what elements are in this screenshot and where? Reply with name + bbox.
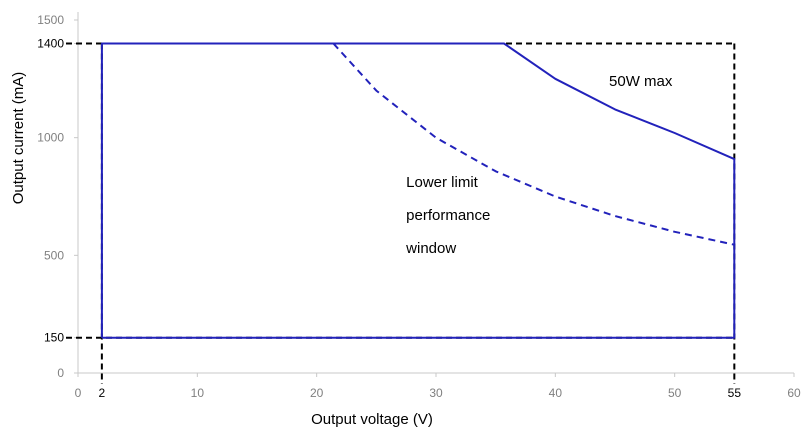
- x-tick-label-55: 55: [728, 386, 742, 400]
- annotation-lower-line-3: window: [405, 240, 456, 257]
- x-tick-label-30: 30: [429, 386, 443, 400]
- y-tick-label-500: 500: [44, 248, 64, 262]
- x-tick-label-60: 60: [787, 386, 801, 400]
- tick-labels: 0 2 10 20 30 40 50 55 60 0 150 500 1000 1400 1500: [37, 13, 801, 400]
- y-tick-label-1400: 1400: [37, 37, 64, 51]
- annotation-lower-line-2: performance: [406, 207, 490, 224]
- x-tick-label-0: 0: [75, 386, 82, 400]
- x-tick-label-2: 2: [99, 386, 106, 400]
- reference-lines: [66, 42, 736, 384]
- annotation-max-line-1: 50W max: [609, 73, 673, 90]
- annotation-lower-line-1: Lower limit: [406, 174, 479, 191]
- x-tick-label-50: 50: [668, 386, 682, 400]
- y-tick-label-0: 0: [57, 366, 64, 380]
- series-group: [100, 42, 736, 339]
- x-tick-label-40: 40: [549, 386, 563, 400]
- series-lower-limit-curve: [332, 42, 735, 246]
- y-tick-label-150: 150: [44, 331, 64, 345]
- annotations: 50W max Lower limit performance window: [405, 73, 673, 257]
- y-axis-title: Output current (mA): [10, 72, 27, 205]
- tick-marks: [74, 19, 795, 377]
- y-tick-label-1500: 1500: [37, 13, 64, 27]
- x-tick-label-20: 20: [310, 386, 324, 400]
- axes: [77, 12, 794, 374]
- x-tick-label-10: 10: [191, 386, 205, 400]
- y-tick-label-1000: 1000: [37, 131, 64, 145]
- series-operating-boundary: [100, 42, 736, 339]
- x-axis-title: Output voltage (V): [311, 411, 433, 428]
